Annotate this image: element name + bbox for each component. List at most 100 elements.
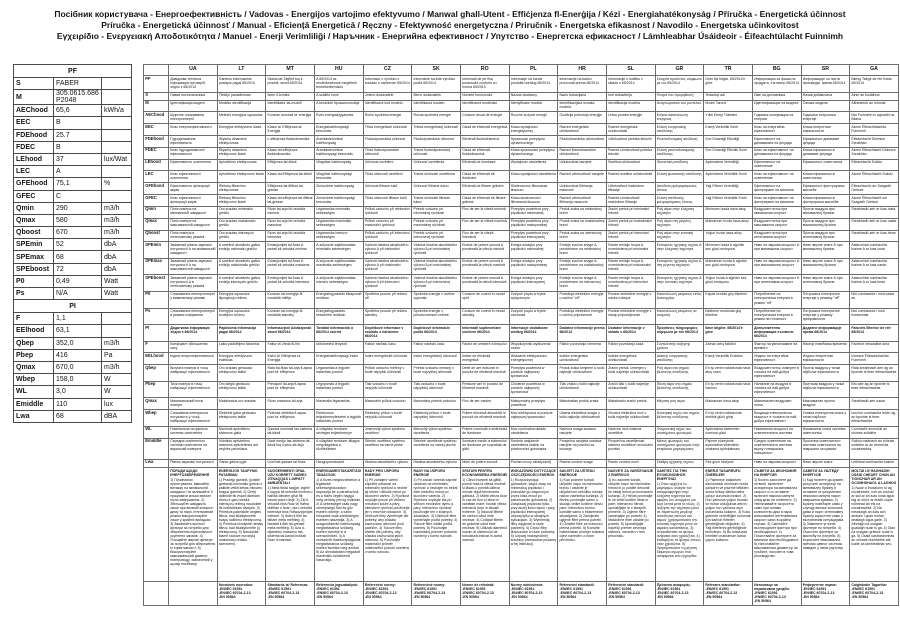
translation-row: Wbep Споживана електрична потужність у то…: [143, 409, 899, 427]
translation-cell: Ses gücü seviyesi: [703, 458, 753, 469]
standards-cell: [168, 581, 218, 606]
fiche-row-value: 670: [53, 226, 102, 240]
translation-cell: Razred energetske učinkovitosti: [605, 123, 656, 137]
translation-cell: Informacje dodatkowe według 66/2014: [508, 324, 559, 342]
translation-cell: Numele furnizorului: [459, 91, 510, 101]
translation-cell: Индекс енергетске ефикасности: [800, 352, 851, 366]
translation-cell: Vážená hladina akustického výkonu A pri …: [411, 274, 461, 292]
fiche-row-unit: [100, 165, 133, 179]
advice-cell: ENERJİ TASARRUFU ÖNERİLERİ 1) Pişirmeye b…: [703, 467, 753, 582]
translation-cell: Ефективність фільтрації жирів: [168, 182, 218, 196]
translation-cell: Yoğun hızda A ağırlıklı ses gücü emisyon…: [703, 274, 753, 292]
row-code: SPEmin: [143, 241, 169, 259]
row-code: LEC: [143, 170, 169, 184]
header-line-3: Εγχειρίδιο - Ενεργειακή Αποδοτικότητα / …: [56, 31, 844, 42]
translation-cell: Максимален въздушен поток: [751, 397, 802, 411]
translation-cell: Στοιχεία προϊόντος σύμφωνα με τον 65/201…: [654, 75, 705, 93]
translation-cell: Légnyomás a legjobb hatásfokú ponton: [313, 380, 364, 399]
fiche-row-code: Pbep: [13, 348, 54, 362]
translation-cell: Όνομα του προμηθευτή: [654, 91, 705, 101]
translation-cell: Sreabhadh aeir ar luas uasta: [849, 217, 899, 231]
translation-cell: Ознака модела: [800, 99, 851, 113]
translation-cell: Eficiență de iluminare: [459, 158, 510, 172]
translation-cell: Tedarikçi adı: [703, 91, 753, 101]
fiche-row: Qmax 580 m3/h: [13, 213, 133, 228]
translation-cell: Průtok vzduchu při maximální rychlosti: [362, 217, 413, 231]
fiche-row-code: FDEhood: [13, 128, 54, 142]
translations-table: UA LT MT HU CZ SK RO PL HR SL GR TR BG SR GA PF Довідков…: [143, 64, 899, 606]
translation-cell: Wskaźnik efektywności energetycznej: [508, 352, 559, 366]
translation-cell: Ime dobavitelja: [605, 91, 656, 101]
translation-cell: Hladina akustického výkonu: [411, 458, 461, 469]
fiche-row: Pbep 416 Pa: [13, 348, 133, 362]
fiche-row-unit: dbA: [100, 238, 133, 252]
translation-cell: Clasă de eficiență fluidodinamică: [459, 146, 510, 160]
translation-cell: Ionchur cumhachta leictrí ag an bpointe …: [849, 409, 899, 427]
translation-cell: Индекс на енергийна ефективност: [751, 352, 802, 366]
translation-cell: Ročná spotreba energie: [411, 111, 461, 125]
translation-row: Qbep Витрата повітря в точці найкращої еф…: [143, 364, 899, 382]
translation-cell: Informacje na karcie produktu według 65/…: [508, 75, 559, 93]
fiche-row-code: SPEboost: [13, 262, 54, 276]
fiche-row: Ps N/A Watt: [13, 286, 133, 301]
translation-cell: Kapalı modda güç tüketimi: [703, 290, 753, 309]
fiche-row-code: Qboost: [13, 226, 54, 240]
translation-cell: Yıllık Enerji Tüketimi: [703, 111, 753, 125]
translation-cell: Тиск повітря в точці найкращої ефективно…: [168, 380, 218, 399]
translation-cell: Ефикасност динамике флуида: [800, 135, 851, 148]
translation-cell: Razred svetilne učinkovitosti: [605, 170, 656, 184]
fiche-row-unit: lux/Wat: [100, 152, 133, 167]
translation-cell: Додаткова інформація згідно з 66/2014: [168, 324, 218, 342]
translation-cell: L-effiċjenza flwidodinamika: [265, 135, 315, 148]
translation-cell: Ефикасност филтрирања масноће: [800, 182, 851, 196]
translation-row: SPEmax Зважений рівень звукової потужност…: [143, 257, 899, 276]
advice-cell: ENERGIJOS TAUPYMO PATARIMAI 1) Pradėję ga…: [216, 467, 267, 582]
translation-cell: Fattur ta' żieda fil-ħin: [265, 340, 315, 354]
fiche-row-unit: m3/h: [100, 213, 133, 228]
fiche-row: S FABER: [13, 76, 133, 91]
translation-cell: Účinnosť osvetlenia: [411, 158, 461, 172]
translation-cell: Клас ефективності фільтрації жирів: [168, 194, 218, 207]
translation-cell: Učinkovitost filtriranja masnoće: [557, 182, 607, 196]
fiche-row: GFEhood 75,1%: [13, 177, 133, 191]
translation-cell: Riebalų filtravimo efektyvumo klasė: [216, 194, 267, 207]
translation-cell: Légáramlás maximális sebességen: [313, 217, 364, 231]
translation-cell: Tlak zraka u točki najbolje učinkovitost…: [557, 380, 607, 399]
translation-cell: Притисак ваздуха у тачки најбоље ефикасн…: [800, 380, 851, 399]
translation-cell: Rata tal-fluss tal-arja fl-aqwa punt ta'…: [265, 364, 315, 382]
translation-cell: A-súlyozott zajkibocsátás intenzív sebes…: [313, 274, 364, 292]
advice-cell: NASVETI ZA VARČEVANJE Z ENERGIJO 1) Ko za…: [605, 467, 656, 582]
fiche-row-value: 72: [53, 262, 102, 276]
translation-cell: Средно осветление на осветителната систе…: [751, 437, 802, 460]
language-code: BG: [751, 64, 802, 76]
translation-cell: Prietok vzduchu pri intenzívnej rýchlost…: [411, 229, 461, 243]
translation-cell: Időnövelési tényező: [313, 340, 364, 354]
translation-cell: Ciśnienie powietrza w punkcie najlepszej…: [508, 380, 559, 399]
translation-cell: Aicme Éifeachtacht um Scagadh Gréisce: [849, 194, 899, 207]
standards-cell: Referenční normy: -EN/IEC 61591 -EN/IEC …: [362, 581, 413, 606]
fiche-row-value: 352,0: [53, 336, 102, 350]
translation-cell: Ниво на звукова мощност: [751, 458, 802, 469]
translation-cell: Ροή αέρα στο σημείο βέλτιστης απόδοσης: [654, 364, 705, 382]
translation-cell: Potrošnja električne energije u načinu p…: [557, 307, 607, 326]
row-code: PF: [143, 75, 169, 93]
translation-cell: Emisije zvučne snage A-ponderirane na in…: [557, 274, 607, 292]
fiche-row-code: Qbep: [13, 336, 54, 350]
translation-cell: Потік повітря в інтенсивному режимі: [168, 229, 218, 243]
translation-cell: Идентификация на модела: [751, 99, 802, 113]
fiche-row-value: 68: [53, 250, 102, 264]
translation-cell: Yağ Filtresi Verimlilik Sınıfı: [703, 194, 753, 207]
fiche-row: SPEmax 68 dbA: [13, 250, 133, 264]
language-code: UA: [168, 64, 218, 76]
translation-cell: Informacije na kartici proizvoda prema 6…: [557, 75, 607, 93]
translation-cell: Vhodna električna moč v točki največje u…: [605, 409, 656, 427]
translation-cell: Energijos sąnaudos išjungtuoju režimu: [216, 290, 267, 309]
standards-cell: Normy odniesienia: -EN/IEC 61591 -EN/IEC…: [508, 581, 559, 606]
translation-cell: Gaminio informacinis puslapis pagal 65/2…: [216, 75, 267, 93]
translation-cell: Indice de eficiență energetică: [459, 352, 510, 366]
translation-cell: Aydınlatma sisteminin nominal gücü: [703, 425, 753, 439]
translation-cell: Légáramlás intenzív sebességen: [313, 229, 364, 243]
translation-cell: Налягане на въздуха в точката на най-доб…: [751, 380, 802, 399]
translation-cell: Raven emisije hrupa A, ovrednotena pri m…: [605, 257, 656, 276]
translation-cell: A készülék típusazonosítója: [313, 99, 364, 113]
